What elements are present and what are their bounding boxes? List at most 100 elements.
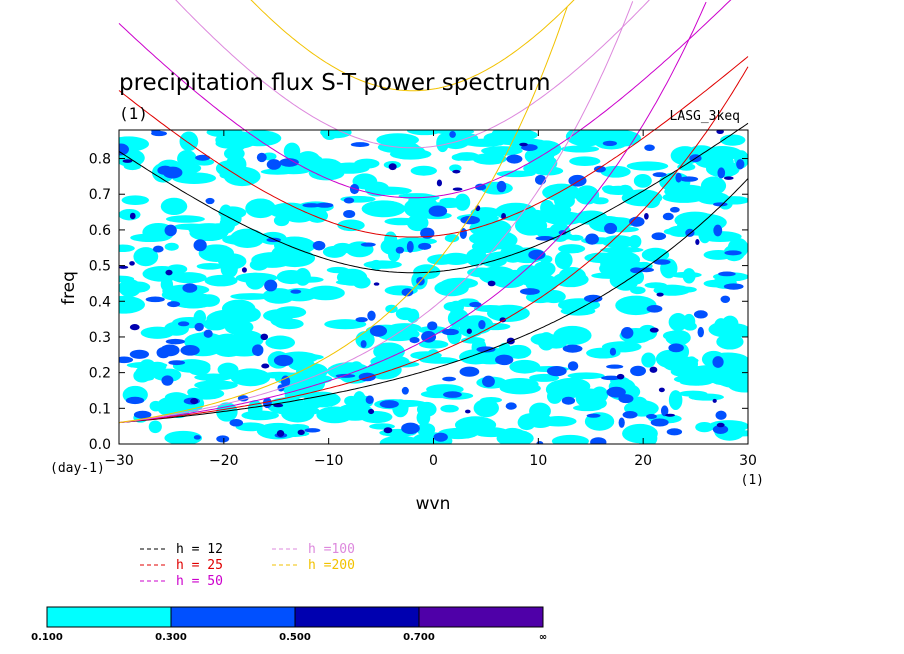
- contour-blue: [129, 349, 150, 359]
- contour-cyan: [499, 378, 539, 391]
- contour-blue: [315, 202, 334, 208]
- contour-blue: [273, 354, 294, 367]
- contour-blue: [151, 130, 167, 137]
- contour-darkblue: [452, 187, 463, 191]
- contour-darkblue: [165, 269, 173, 276]
- contour-cyan: [584, 252, 621, 264]
- contour-cyan: [473, 398, 499, 418]
- contour-blue: [717, 167, 726, 179]
- contour-cyan: [133, 247, 159, 267]
- contour-cyan: [164, 392, 189, 403]
- contour-cyan: [406, 130, 443, 136]
- x-tick-label: −20: [209, 453, 239, 469]
- contour-darkblue: [119, 265, 129, 269]
- contour-darkblue: [519, 142, 528, 147]
- dispersion-lower: [118, 6, 568, 424]
- contour-blue: [496, 180, 507, 193]
- contour-cyan: [367, 186, 412, 195]
- contour-blue: [119, 143, 129, 156]
- contour-blue: [534, 174, 547, 185]
- chart-subtitle: (1): [119, 104, 148, 123]
- contour-darkblue: [383, 427, 393, 434]
- contour-darkblue: [129, 212, 136, 220]
- legend-label: h = 50: [176, 574, 223, 589]
- contour-cyan: [321, 130, 338, 141]
- contour-blue: [618, 394, 634, 404]
- contour-blue: [369, 325, 388, 337]
- contour-cyan: [700, 367, 715, 384]
- contour-darkblue: [656, 292, 664, 297]
- contour-cyan: [568, 234, 584, 241]
- dispersion-upper: [118, 122, 749, 274]
- contour-blue: [601, 375, 621, 381]
- contour-cyan: [703, 279, 728, 288]
- contour-blue: [165, 338, 185, 345]
- contour-cyan: [344, 395, 359, 406]
- contour-cyan: [628, 234, 642, 249]
- contour-blue: [441, 328, 459, 336]
- contour-blue: [157, 165, 174, 176]
- contour-cyan: [395, 307, 416, 321]
- contour-cyan: [664, 184, 709, 199]
- y-tick-label: 0.0: [89, 437, 111, 453]
- contour-cyan: [629, 396, 648, 411]
- contour-cyan: [271, 244, 300, 265]
- contour-cyan: [245, 272, 265, 290]
- contour-cyan: [503, 427, 522, 436]
- contour-darkblue: [475, 205, 481, 212]
- contour-cyan: [142, 265, 182, 282]
- contour-cyan: [225, 154, 247, 175]
- contour-blue: [409, 336, 420, 344]
- contour-blue: [715, 410, 727, 420]
- contour-cyan: [451, 153, 466, 161]
- contour-blue: [506, 154, 523, 164]
- contour-blue: [343, 209, 356, 219]
- contour-darkblue: [190, 398, 199, 405]
- contour-blue: [622, 411, 638, 419]
- contour-blue: [312, 240, 326, 251]
- contour-darkblue: [487, 280, 496, 287]
- contour-cyan: [542, 211, 585, 226]
- contour-blue: [442, 376, 456, 382]
- contour-cyan: [449, 164, 462, 172]
- contour-blue: [427, 321, 438, 331]
- contour-darkblue: [276, 429, 285, 437]
- contour-cyan: [615, 295, 657, 316]
- x-axis-label: wvn: [416, 494, 451, 514]
- y-tick-label: 0.5: [89, 259, 111, 275]
- contour-darkblue: [260, 333, 269, 341]
- contour-cyan: [193, 310, 207, 325]
- y-tick-label: 0.7: [89, 187, 111, 203]
- contour-blue: [693, 310, 708, 319]
- contour-blue: [675, 172, 682, 183]
- contour-blue: [418, 242, 432, 250]
- x-tick-label: 0: [429, 453, 438, 469]
- contour-cyan: [379, 435, 421, 444]
- contour-blue: [401, 386, 409, 395]
- contour-cyan: [634, 427, 647, 436]
- x-tick-label: −30: [104, 453, 134, 469]
- contour-blue: [252, 344, 264, 357]
- contour-cyan: [119, 244, 135, 253]
- contour-blue: [256, 152, 267, 163]
- contour-cyan: [443, 301, 462, 312]
- contour-cyan: [472, 153, 507, 165]
- y-tick-label: 0.2: [89, 366, 111, 382]
- contour-cyan: [215, 130, 258, 150]
- contour-blue: [193, 435, 201, 440]
- contour-cyan: [416, 401, 437, 417]
- contour-cyan: [384, 285, 418, 296]
- contour-blue: [650, 418, 669, 427]
- contour-blue: [562, 344, 583, 353]
- dispersion-upper: [250, 0, 575, 92]
- contour-cyan: [626, 161, 669, 171]
- contour-blue: [609, 347, 617, 356]
- contour-cyan: [591, 272, 627, 279]
- y-tick-label: 0.6: [89, 223, 111, 239]
- contour-blue: [459, 366, 480, 377]
- contour-blue: [119, 356, 134, 364]
- contour-darkblue: [368, 408, 375, 415]
- contour-blue: [205, 197, 215, 205]
- contour-cyan: [217, 362, 239, 377]
- contour-cyan: [148, 361, 167, 372]
